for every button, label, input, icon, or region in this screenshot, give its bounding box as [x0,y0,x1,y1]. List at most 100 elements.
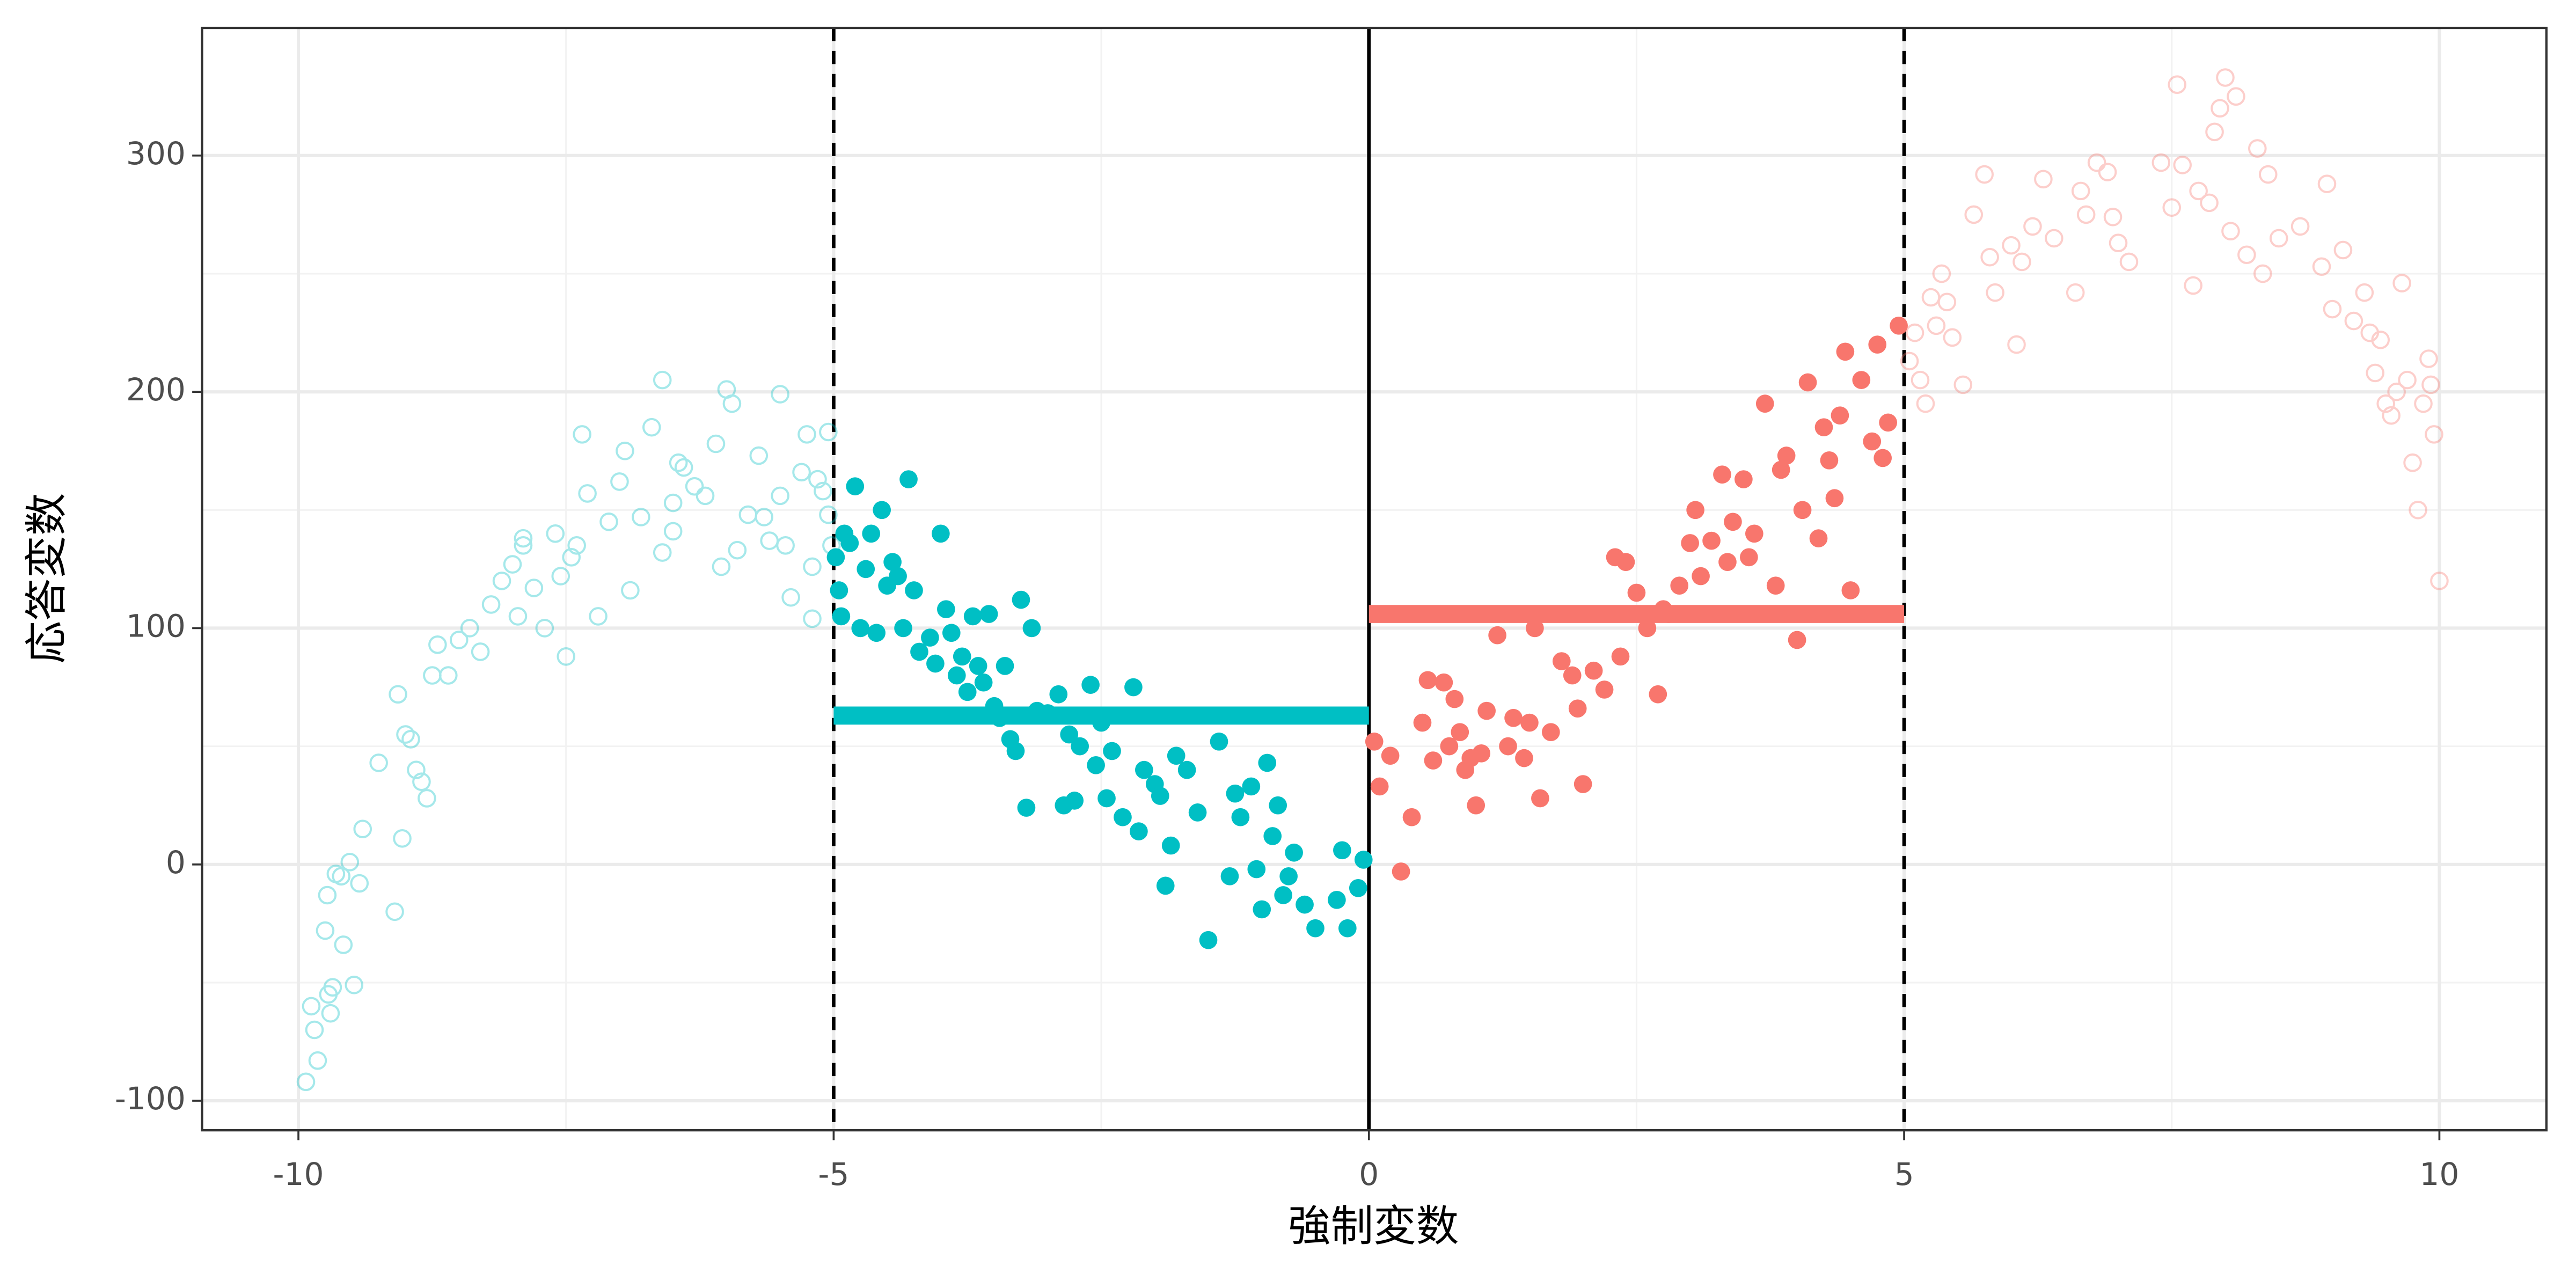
point [2414,394,2433,413]
point [2216,68,2235,87]
point [2098,163,2117,181]
point [1418,671,1437,690]
point [1515,749,1533,767]
y-tick-label: 200 [126,371,186,408]
point [2045,229,2063,248]
point [830,581,848,599]
point [1718,553,1737,571]
point [1306,919,1324,938]
point [1103,742,1121,760]
point [514,536,533,555]
point [1354,851,1373,869]
point [1156,876,1175,895]
point [1097,789,1116,808]
point [1890,317,1908,335]
point [2430,572,2449,590]
point [334,935,353,954]
point [1017,799,1036,817]
point [826,548,845,567]
point [302,997,321,1016]
point [1542,723,1560,742]
point [1868,335,1887,354]
point [2162,198,2182,217]
point [1451,723,1469,742]
point [396,725,415,744]
point [1793,501,1812,519]
point [2119,252,2139,272]
y-tick-label: 0 [166,844,186,881]
point [910,642,928,661]
point [1713,465,1731,484]
point [1499,737,1517,756]
point [2007,335,2026,354]
point [2184,276,2202,295]
y-tick-label: 100 [126,608,186,645]
point [932,524,950,543]
point [418,789,436,808]
x-tick-label: 0 [1359,1156,1379,1192]
point [2002,236,2021,255]
point [1766,576,1785,595]
point [308,1051,327,1070]
point [792,463,811,482]
point [857,560,875,579]
point [1114,808,1132,826]
point [503,555,522,574]
point [1526,619,1544,638]
point [1338,919,1357,938]
point [832,607,851,626]
point [1788,631,1806,649]
point [1563,666,1582,685]
point [1151,787,1169,805]
point [449,631,469,649]
point [616,441,634,460]
point [1574,775,1592,793]
point [899,470,918,488]
point [632,508,650,526]
point [969,657,987,675]
point [1863,432,1882,451]
point [1921,288,1941,307]
point [808,470,827,489]
point [1911,370,1930,390]
point [1568,699,1587,718]
point [2012,252,2031,272]
x-tick-label: 10 [2419,1156,2459,1192]
point [685,477,704,496]
point [1595,680,1614,699]
point [894,619,912,638]
point [1440,737,1459,756]
point [1814,418,1833,437]
y-tick-label: -100 [115,1080,186,1117]
point [326,865,346,883]
point [407,760,426,779]
point [2398,370,2417,390]
point [2211,99,2229,118]
point [1210,732,1228,751]
point [738,505,758,524]
point [1081,676,1100,694]
point [1167,747,1185,765]
x-tick-label: -10 [273,1156,324,1192]
point [1285,843,1303,862]
point [1504,708,1523,727]
point [1231,808,1250,826]
point [1258,753,1277,772]
point [1472,744,1491,763]
point [1392,862,1410,881]
point [1874,449,1892,467]
point [771,486,789,506]
point [2421,375,2440,394]
point [1772,460,1790,479]
point [2366,363,2385,383]
point [963,607,982,626]
point [1702,531,1721,550]
point [1916,394,1935,413]
point [1161,836,1180,855]
x-tick-label: 5 [1894,1156,1914,1192]
point [332,867,351,886]
point [2253,264,2272,283]
point [1279,867,1298,885]
